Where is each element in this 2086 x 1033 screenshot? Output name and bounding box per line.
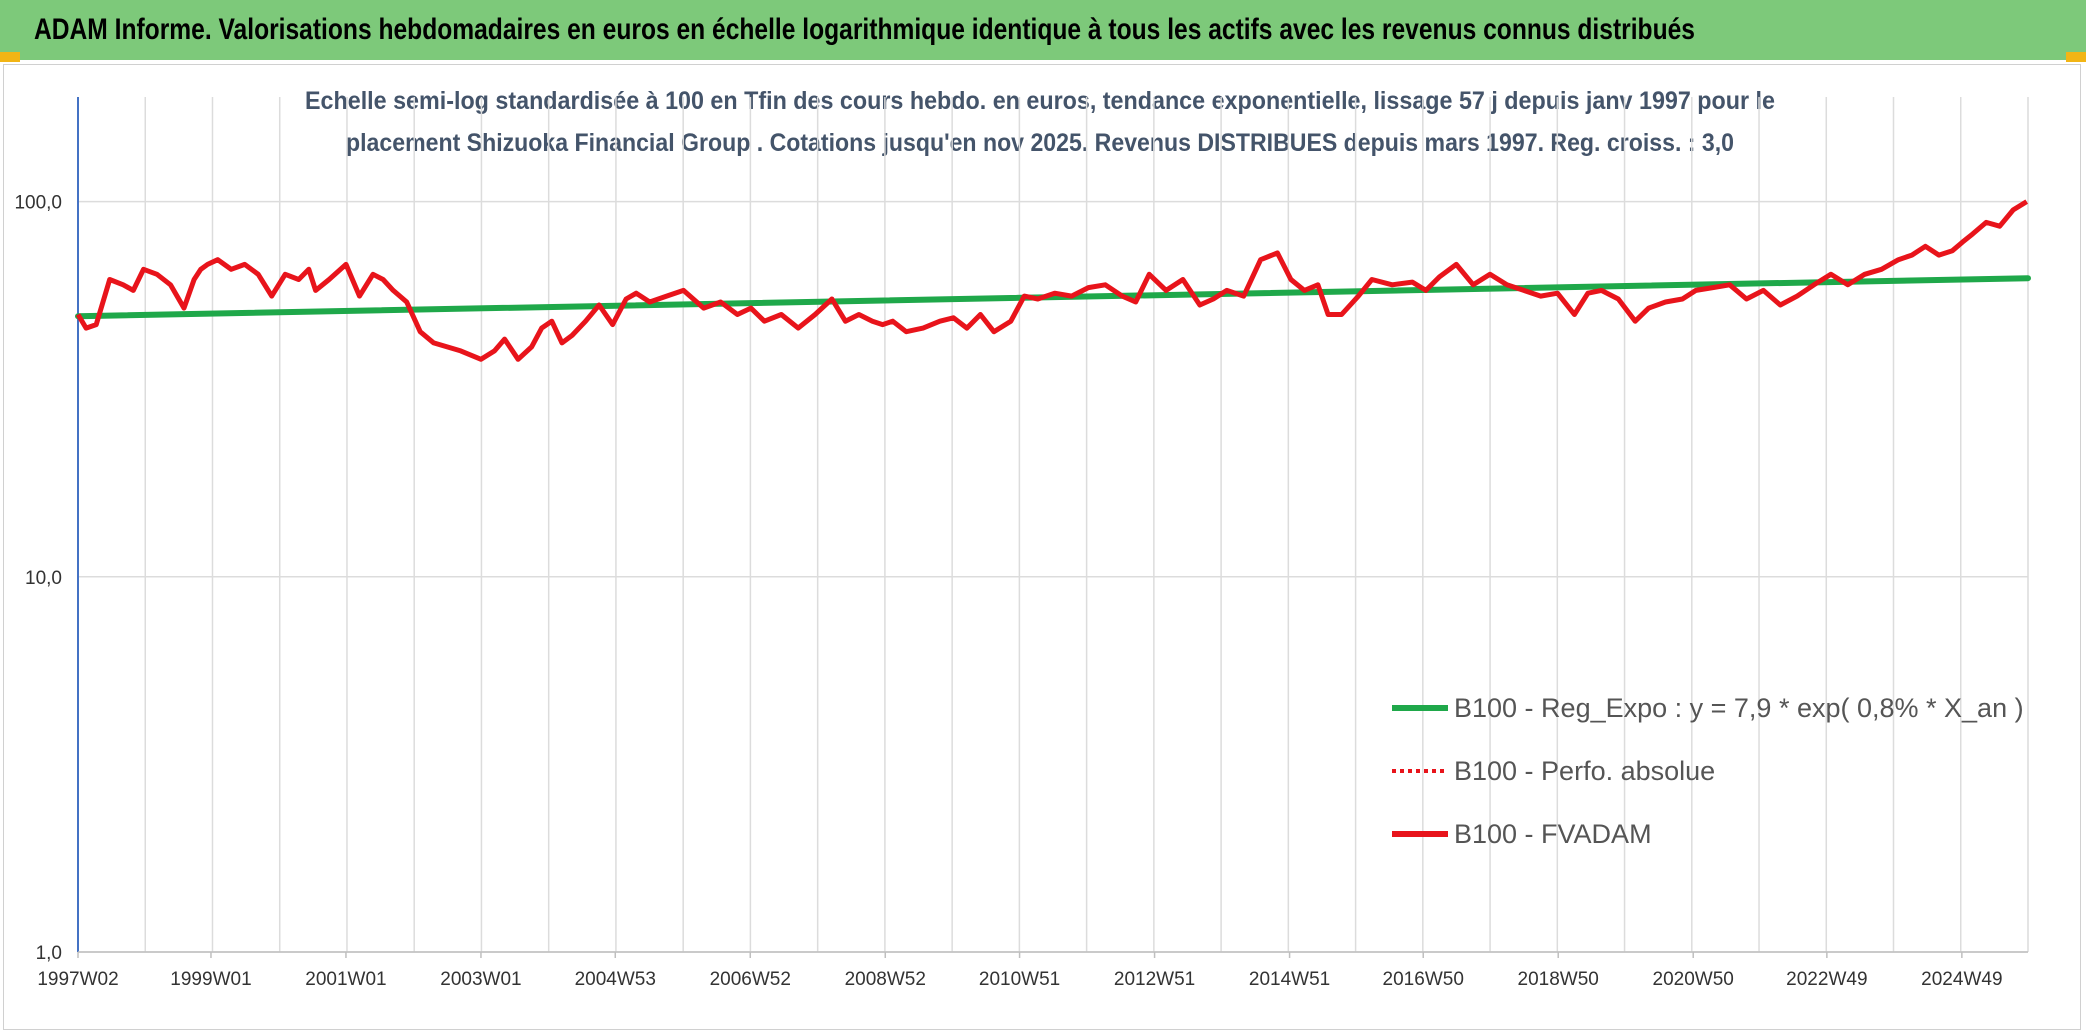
x-tick-label: 2024W49 xyxy=(1921,969,2002,990)
x-tick-label: 1997W02 xyxy=(37,969,118,990)
x-tick-label: 2020W50 xyxy=(1653,969,1734,990)
chart-subtitle-line-1: Echelle semi-log standardisée à 100 en T… xyxy=(305,87,1775,115)
x-tick-label: 2016W50 xyxy=(1383,969,1464,990)
x-tick-label: 1999W01 xyxy=(170,969,251,990)
series-line-fvadam xyxy=(75,199,2029,362)
x-tick-label: 2006W52 xyxy=(710,969,791,990)
x-tick-label: 2010W51 xyxy=(979,969,1060,990)
x-tick-label: 2004W53 xyxy=(575,969,656,990)
x-tick-label: 2008W52 xyxy=(845,969,926,990)
grid-lines xyxy=(78,97,2029,953)
report-title: ADAM Informe. Valorisations hebdomadaire… xyxy=(34,13,1695,46)
x-tick-label: 2018W50 xyxy=(1518,969,1599,990)
legend-label-0: B100 - Reg_Expo : y = 7,9 * exp( 0,8% * … xyxy=(1454,693,2024,723)
y-tick-label: 100,0 xyxy=(14,193,62,214)
y-tick-label: 1,0 xyxy=(36,943,62,964)
series-line-regression xyxy=(75,275,2031,320)
chart-frame: Echelle semi-log standardisée à 100 en T… xyxy=(3,64,2081,1030)
chart-svg: Echelle semi-log standardisée à 100 en T… xyxy=(14,87,2031,990)
corner-accent-left xyxy=(0,52,20,62)
chart-subtitle-line-2: placement Shizuoka Financial Group . Cot… xyxy=(346,129,1734,157)
x-tick-label: 2012W51 xyxy=(1114,969,1195,990)
corner-accent-right xyxy=(2066,52,2086,62)
x-tick-label: 2014W51 xyxy=(1249,969,1330,990)
x-tick-label: 2001W01 xyxy=(305,969,386,990)
header-bar xyxy=(0,0,2086,60)
legend: B100 - Reg_Expo : y = 7,9 * exp( 0,8% * … xyxy=(1392,693,2024,849)
x-tick-label: 2003W01 xyxy=(440,969,521,990)
y-tick-label: 10,0 xyxy=(25,568,62,589)
axes: 1,0 10,0 100,0 1997W02 1999W01 2001W01 2003W01… xyxy=(14,97,2028,990)
series-lines xyxy=(75,199,2031,362)
legend-label-1: B100 - Perfo. absolue xyxy=(1454,756,1715,786)
legend-label-2: B100 - FVADAM xyxy=(1454,819,1652,849)
x-tick-label: 2022W49 xyxy=(1786,969,1867,990)
